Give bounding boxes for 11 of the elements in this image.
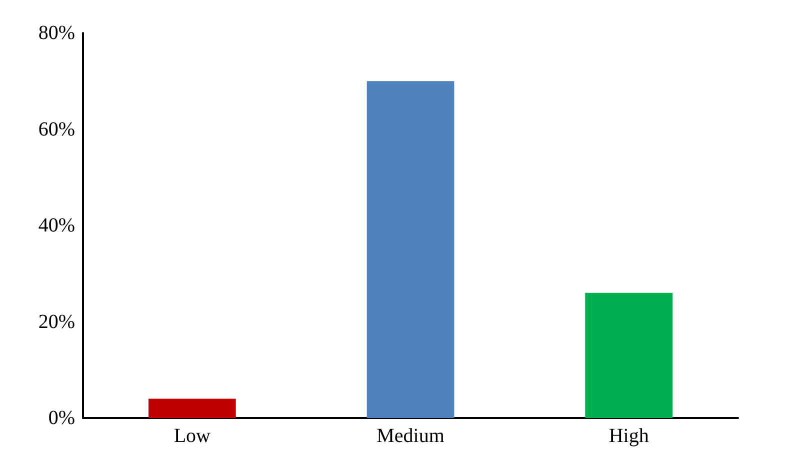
x-tick-label: Medium: [376, 425, 445, 447]
bar: [148, 398, 236, 418]
y-tick-label: 80%: [38, 22, 75, 44]
x-tick-label: High: [608, 425, 649, 447]
x-tick-label: Low: [174, 425, 212, 447]
bar: [585, 292, 672, 418]
y-tick-label: 0%: [48, 407, 75, 429]
y-tick-label: 20%: [38, 310, 75, 333]
y-tick-label: 40%: [38, 214, 75, 236]
y-tick-label: 60%: [38, 118, 75, 140]
bar: [366, 81, 454, 418]
